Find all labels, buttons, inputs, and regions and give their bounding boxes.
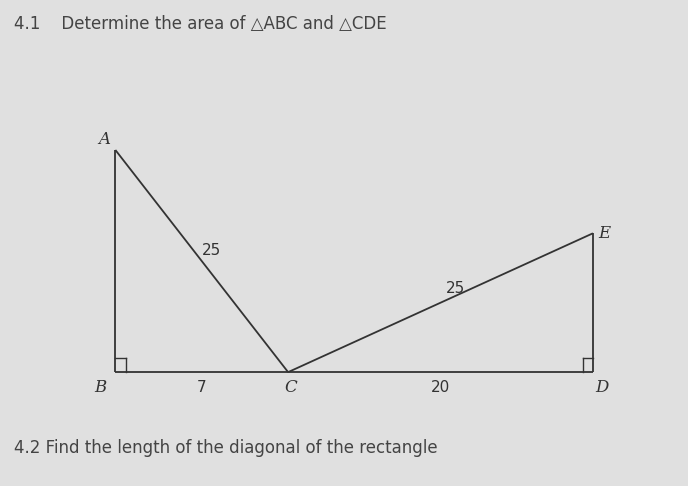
Text: C: C — [284, 379, 297, 396]
Text: E: E — [598, 225, 610, 242]
Text: 7: 7 — [197, 380, 206, 395]
Text: 4.2 Find the length of the diagonal of the rectangle: 4.2 Find the length of the diagonal of t… — [14, 439, 438, 457]
Text: B: B — [94, 379, 106, 396]
Text: 4.1    Determine the area of △ABC and △CDE: 4.1 Determine the area of △ABC and △CDE — [14, 15, 387, 33]
Text: 20: 20 — [431, 380, 450, 395]
Text: 25: 25 — [446, 281, 465, 296]
Text: A: A — [98, 131, 110, 148]
Text: D: D — [595, 379, 609, 396]
Text: 25: 25 — [202, 243, 222, 258]
